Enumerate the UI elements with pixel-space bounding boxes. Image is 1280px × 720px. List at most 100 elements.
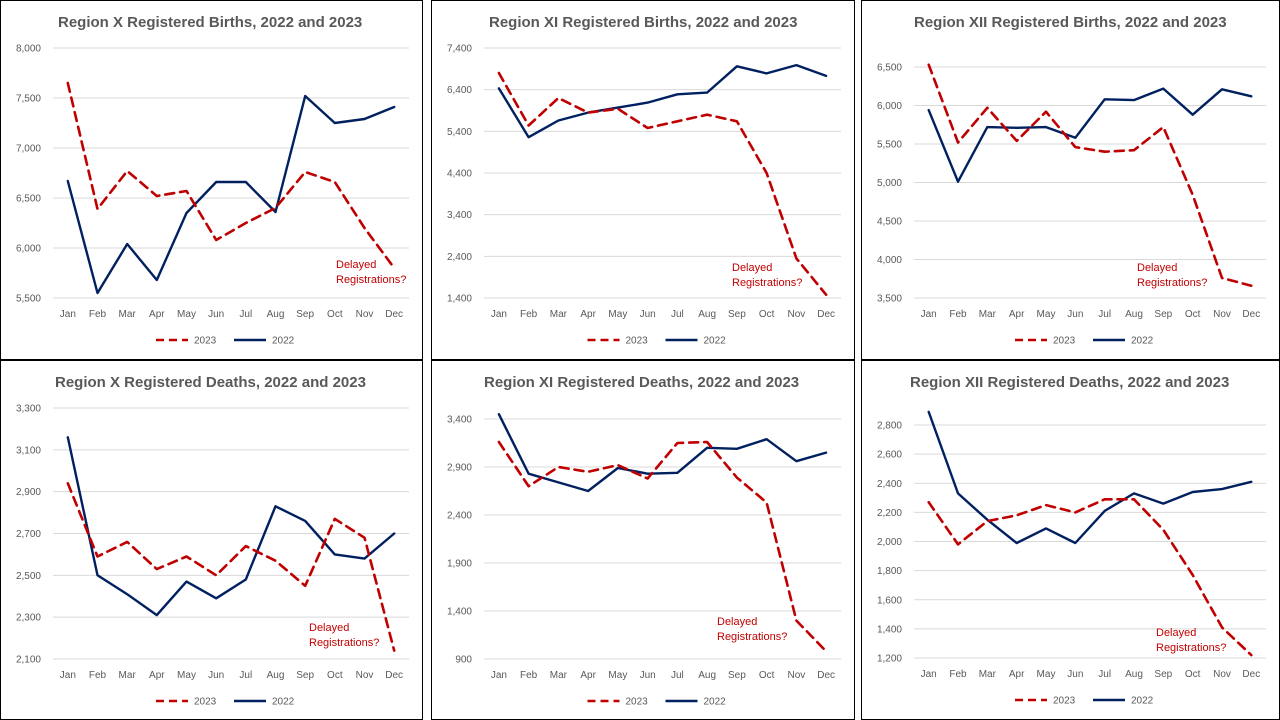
y-tick-label: 5,500 (877, 140, 902, 151)
x-tick-label: Jul (1098, 309, 1111, 320)
x-tick-label: Mar (979, 309, 997, 320)
y-tick-label: 2,100 (16, 655, 41, 666)
x-tick-label: Jun (1067, 309, 1083, 320)
x-tick-label: Oct (1185, 309, 1201, 320)
x-tick-label: Sep (728, 670, 746, 681)
x-tick-label: Sep (728, 309, 746, 320)
chart-svg: Region XI Registered Deaths, 2022 and 20… (447, 374, 841, 708)
y-tick-label: 1,900 (447, 559, 472, 570)
x-tick-label: Dec (385, 309, 403, 320)
x-tick-label: Jul (239, 670, 252, 681)
series-line-2022 (66, 94, 396, 295)
legend-label: 2023 (626, 336, 649, 347)
y-tick-label: 5,000 (877, 178, 902, 189)
x-tick-label: Apr (149, 670, 165, 681)
series-line-2023 (66, 81, 396, 270)
x-tick-label: Apr (1009, 669, 1025, 680)
series-line-2023 (927, 63, 1253, 288)
x-tick-label: Dec (1242, 309, 1260, 320)
chart-title: Region X Registered Births, 2022 and 202… (58, 14, 362, 31)
y-tick-label: 4,500 (877, 217, 902, 228)
legend-label: 2022 (272, 336, 295, 347)
x-tick-label: May (608, 309, 627, 320)
x-tick-label: May (177, 670, 196, 681)
x-tick-label: Mar (550, 309, 568, 320)
series-line-2022 (927, 87, 1253, 183)
y-tick-label: 4,000 (877, 255, 902, 266)
x-tick-label: May (1037, 309, 1056, 320)
y-tick-label: 2,400 (447, 252, 472, 263)
x-tick-label: Aug (698, 670, 716, 681)
annotation-text: Registrations? (1137, 277, 1207, 289)
x-tick-label: Jul (239, 309, 252, 320)
y-tick-label: 900 (455, 655, 472, 666)
annotation-text: Registrations? (336, 274, 406, 286)
y-tick-label: 3,300 (16, 404, 41, 415)
chart-panel-region-xii-deaths: Region XII Registered Deaths, 2022 and 2… (861, 360, 1280, 720)
y-tick-label: 3,400 (447, 210, 472, 221)
series-line-2022 (927, 410, 1253, 545)
x-tick-label: Oct (759, 309, 775, 320)
x-tick-label: Jan (921, 669, 937, 680)
x-tick-label: Nov (1213, 309, 1231, 320)
chart-panel-region-x-deaths: Region X Registered Deaths, 2022 and 202… (0, 360, 423, 720)
x-tick-label: Jun (208, 670, 224, 681)
x-tick-label: Dec (817, 670, 835, 681)
annotation-text: Delayed (1156, 627, 1196, 639)
x-tick-label: Sep (296, 309, 314, 320)
x-tick-label: Dec (817, 309, 835, 320)
x-tick-label: May (177, 309, 196, 320)
x-tick-label: Sep (1154, 309, 1172, 320)
chart-svg: Region XI Registered Births, 2022 and 20… (447, 14, 841, 347)
y-tick-label: 1,200 (877, 654, 902, 665)
x-tick-label: Jun (1067, 669, 1083, 680)
chart-title: Region XII Registered Births, 2022 and 2… (914, 14, 1227, 31)
y-tick-label: 3,400 (447, 415, 472, 426)
legend-label: 2022 (1131, 336, 1154, 347)
x-tick-label: Nov (1213, 669, 1231, 680)
y-tick-label: 1,400 (447, 294, 472, 305)
x-tick-label: Jul (671, 309, 684, 320)
x-tick-label: Apr (1009, 309, 1025, 320)
chart-title: Region X Registered Deaths, 2022 and 202… (55, 374, 366, 391)
x-tick-label: Jun (208, 309, 224, 320)
y-tick-label: 2,200 (877, 508, 902, 519)
x-tick-label: Nov (787, 670, 805, 681)
x-tick-label: Jun (640, 309, 656, 320)
x-tick-label: Dec (1242, 669, 1260, 680)
y-tick-label: 3,500 (877, 294, 902, 305)
y-tick-label: 2,700 (16, 529, 41, 540)
y-tick-label: 2,900 (447, 463, 472, 474)
y-tick-label: 3,100 (16, 445, 41, 456)
y-tick-label: 5,500 (16, 294, 41, 305)
annotation-text: Delayed (717, 616, 757, 628)
x-tick-label: Dec (385, 670, 403, 681)
legend-label: 2023 (194, 697, 217, 708)
series-line-2022 (66, 436, 396, 617)
x-tick-label: Nov (356, 309, 374, 320)
series-line-2022 (497, 413, 828, 493)
x-tick-label: Jul (671, 670, 684, 681)
chart-panel-region-xi-births: Region XI Registered Births, 2022 and 20… (431, 0, 855, 360)
y-tick-label: 2,400 (877, 479, 902, 490)
legend-label: 2022 (1131, 696, 1154, 707)
x-tick-label: Jan (491, 309, 507, 320)
y-tick-label: 2,900 (16, 487, 41, 498)
legend-label: 2023 (626, 697, 649, 708)
legend-label: 2022 (272, 697, 295, 708)
y-tick-label: 1,600 (877, 595, 902, 606)
y-tick-label: 2,600 (877, 450, 902, 461)
y-tick-label: 7,500 (16, 94, 41, 105)
annotation-text: Delayed (1137, 262, 1177, 274)
x-tick-label: Mar (119, 309, 137, 320)
x-tick-label: Oct (327, 670, 343, 681)
x-tick-label: Oct (759, 670, 775, 681)
x-tick-label: Jan (60, 309, 76, 320)
legend-label: 2023 (1053, 696, 1076, 707)
legend-label: 2023 (194, 336, 217, 347)
y-tick-label: 2,500 (16, 571, 41, 582)
x-tick-label: Nov (356, 670, 374, 681)
y-tick-label: 6,400 (447, 85, 472, 96)
chart-svg: Region XII Registered Births, 2022 and 2… (877, 14, 1266, 347)
series-line-2023 (497, 71, 828, 297)
